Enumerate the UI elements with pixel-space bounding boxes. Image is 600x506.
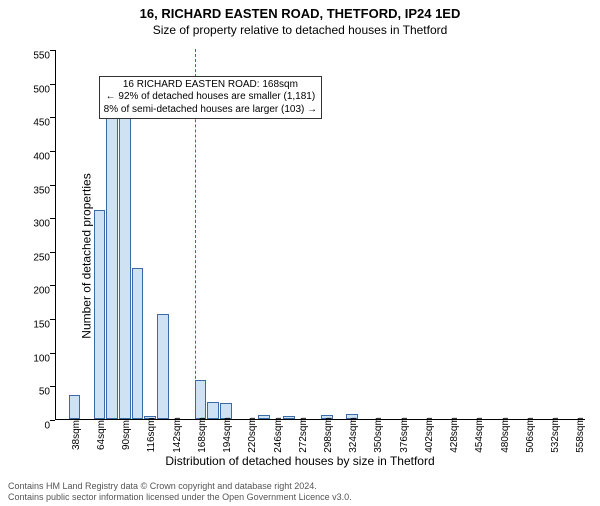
infobox-line: 8% of semi-detached houses are larger (1… xyxy=(104,104,317,117)
histogram-bar xyxy=(132,268,144,419)
y-tick-label: 0 xyxy=(22,421,50,432)
credits-line-2: Contains public sector information licen… xyxy=(8,492,592,504)
reference-info-box: 16 RICHARD EASTEN ROAD: 168sqm← 92% of d… xyxy=(99,76,322,120)
x-tick-label: 90sqm xyxy=(121,420,132,450)
y-tick-mark xyxy=(50,319,55,320)
y-tick-mark xyxy=(50,420,55,421)
page-title-address: 16, RICHARD EASTEN ROAD, THETFORD, IP24 … xyxy=(0,6,600,21)
histogram-bar xyxy=(94,210,106,419)
y-tick-mark xyxy=(50,185,55,186)
histogram-bar xyxy=(283,416,295,419)
y-tick-mark xyxy=(50,151,55,152)
y-tick-mark xyxy=(50,386,55,387)
x-tick-label: 428sqm xyxy=(449,417,460,453)
x-tick-label: 272sqm xyxy=(298,417,309,453)
y-tick-label: 100 xyxy=(22,353,50,364)
x-tick-label: 324sqm xyxy=(348,417,359,453)
x-tick-label: 38sqm xyxy=(71,420,82,450)
x-tick-label: 376sqm xyxy=(399,417,410,453)
histogram-bar xyxy=(207,402,219,419)
infobox-line: ← 92% of detached houses are smaller (1,… xyxy=(104,91,317,104)
y-tick-label: 500 xyxy=(22,84,50,95)
y-tick-label: 150 xyxy=(22,320,50,331)
x-tick-label: 194sqm xyxy=(222,417,233,453)
credits-footer: Contains HM Land Registry data © Crown c… xyxy=(8,481,592,504)
x-tick-label: 532sqm xyxy=(550,417,561,453)
y-tick-label: 300 xyxy=(22,219,50,230)
infobox-line: 16 RICHARD EASTEN ROAD: 168sqm xyxy=(104,79,317,92)
x-tick-label: 246sqm xyxy=(273,417,284,453)
y-tick-label: 550 xyxy=(22,51,50,62)
x-tick-label: 454sqm xyxy=(474,417,485,453)
x-tick-label: 480sqm xyxy=(500,417,511,453)
y-tick-mark xyxy=(50,84,55,85)
y-tick-label: 400 xyxy=(22,151,50,162)
x-axis-label: Distribution of detached houses by size … xyxy=(0,454,600,468)
x-tick-label: 506sqm xyxy=(525,417,536,453)
x-tick-label: 64sqm xyxy=(96,420,107,450)
histogram-bar xyxy=(69,395,81,419)
y-tick-mark xyxy=(50,252,55,253)
y-tick-mark xyxy=(50,285,55,286)
x-tick-label: 142sqm xyxy=(172,417,183,453)
y-tick-label: 250 xyxy=(22,252,50,263)
credits-line-1: Contains HM Land Registry data © Crown c… xyxy=(8,481,592,493)
x-tick-label: 298sqm xyxy=(323,417,334,453)
histogram-bar xyxy=(157,314,169,419)
y-tick-label: 350 xyxy=(22,185,50,196)
histogram-bar xyxy=(258,415,270,419)
x-tick-label: 350sqm xyxy=(373,417,384,453)
y-tick-mark xyxy=(50,117,55,118)
page-subtitle: Size of property relative to detached ho… xyxy=(0,23,600,37)
y-tick-mark xyxy=(50,218,55,219)
histogram-bar xyxy=(195,380,207,419)
y-tick-mark xyxy=(50,353,55,354)
histogram-bar xyxy=(119,116,131,419)
x-tick-label: 168sqm xyxy=(197,417,208,453)
y-tick-label: 200 xyxy=(22,286,50,297)
histogram-bar xyxy=(106,83,118,419)
x-tick-label: 220sqm xyxy=(247,417,258,453)
y-tick-label: 50 xyxy=(22,387,50,398)
y-tick-mark xyxy=(50,50,55,51)
x-tick-label: 116sqm xyxy=(146,418,157,453)
y-tick-label: 450 xyxy=(22,118,50,129)
x-tick-label: 402sqm xyxy=(424,417,435,453)
x-tick-label: 558sqm xyxy=(575,417,586,453)
